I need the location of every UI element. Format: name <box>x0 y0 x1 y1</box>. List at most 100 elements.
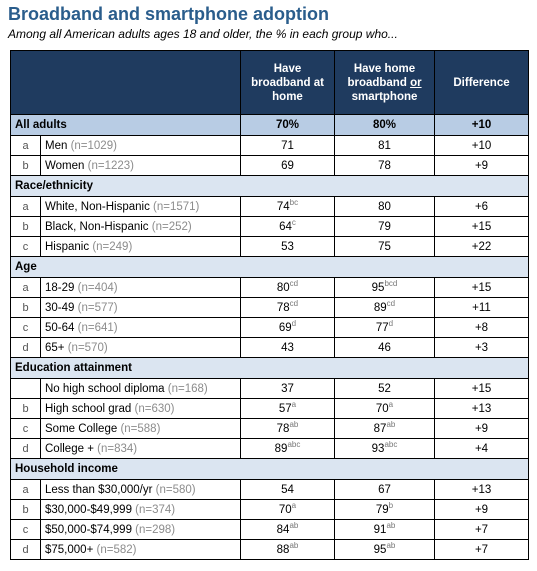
table-row: c $50,000-$74,999 (n=298) 84ab 91ab +7 <box>10 519 529 540</box>
broadband-cell: 80cd <box>240 277 335 298</box>
table-row: b 30-49 (n=577) 78cd 89cd +11 <box>10 297 529 318</box>
row-label-cell: $50,000-$74,999 (n=298) <box>40 519 241 540</box>
row-label-cell: No high school diploma (n=168) <box>40 378 241 399</box>
broadband-value: 69 <box>278 321 292 334</box>
section-header-row: Age <box>10 256 529 278</box>
broadband-cell: 71 <box>240 135 335 156</box>
table-row: No high school diploma (n=168) 37 52 +15 <box>10 378 529 399</box>
row-letter: b <box>10 297 41 318</box>
broadband-or-smartphone-cell: 93abc <box>334 438 435 459</box>
significance-marker: ab <box>289 419 299 429</box>
significance-marker: ab <box>386 419 396 429</box>
significance-marker: ab <box>289 540 299 550</box>
row-letter: a <box>10 277 41 298</box>
row-letter: b <box>10 398 41 419</box>
adoption-table: Have broadband at home Have home broadba… <box>10 50 529 560</box>
broadband-value: 57 <box>278 402 292 415</box>
row-label-cell: Hispanic (n=249) <box>40 236 241 257</box>
table-row: b $30,000-$49,999 (n=374) 70a 79b +9 <box>10 499 529 520</box>
row-sample-size: (n=249) <box>92 240 133 253</box>
row-sample-size: (n=252) <box>151 220 192 233</box>
broadband-or-smartphone-value: 79 <box>375 503 389 516</box>
row-sample-size: (n=374) <box>135 503 176 516</box>
row-label: Men <box>45 139 68 152</box>
difference-value: +6 <box>434 196 529 217</box>
row-letter: b <box>10 155 41 176</box>
difference-value: +7 <box>434 519 529 540</box>
row-label-cell: 50-64 (n=641) <box>40 317 241 338</box>
table-body: All adults 70% 80% +10 a Men (n=1029) 71 81… <box>10 114 529 560</box>
broadband-or-smartphone-cell: 75 <box>334 236 435 257</box>
row-label: College + <box>45 442 94 455</box>
section-header-row: Education attainment <box>10 357 529 379</box>
row-letter: c <box>10 236 41 257</box>
significance-marker: a <box>291 500 297 510</box>
broadband-cell: 69d <box>240 317 335 338</box>
significance-marker: a <box>388 399 394 409</box>
broadband-or-smartphone-cell: 77d <box>334 317 435 338</box>
broadband-or-smartphone-cell: 95bcd <box>334 277 435 298</box>
table-row: a Less than $30,000/yr (n=580) 54 67 +13 <box>10 479 529 500</box>
broadband-cell: 43 <box>240 337 335 358</box>
broadband-or-smartphone-value: 80 <box>378 200 391 213</box>
broadband-or-smartphone-value: 67 <box>378 483 391 496</box>
table-row: c 50-64 (n=641) 69d 77d +8 <box>10 317 529 338</box>
row-label: $30,000-$49,999 <box>45 503 132 516</box>
difference-value: +13 <box>434 479 529 500</box>
row-label-cell: Women (n=1223) <box>40 155 241 176</box>
section-title: Age <box>10 256 529 278</box>
broadband-value: 74 <box>276 200 290 213</box>
row-letter: a <box>10 479 41 500</box>
section-title: Household income <box>10 458 529 480</box>
difference-value: +10 <box>434 135 529 156</box>
row-letter: c <box>10 519 41 540</box>
table-row: a 18-29 (n=404) 80cd 95bcd +15 <box>10 277 529 298</box>
row-sample-size: (n=834) <box>97 442 138 455</box>
row-sample-size: (n=1223) <box>87 159 134 172</box>
page-title: Broadband and smartphone adoption <box>8 4 330 24</box>
difference-value: +13 <box>434 398 529 419</box>
broadband-or-smartphone-cell: 87ab <box>334 418 435 439</box>
row-label: 30-49 <box>45 301 75 314</box>
broadband-or-smartphone-cell: 80 <box>334 196 435 217</box>
broadband-or-smartphone-value: 81 <box>378 139 391 152</box>
row-label-cell: $30,000-$49,999 (n=374) <box>40 499 241 520</box>
all-adults-broadband-or-smartphone: 80% <box>334 114 435 136</box>
row-letter: a <box>10 196 41 217</box>
difference-value: +8 <box>434 317 529 338</box>
broadband-cell: 54 <box>240 479 335 500</box>
broadband-or-smartphone-value: 46 <box>378 341 391 354</box>
row-sample-size: (n=404) <box>77 281 118 294</box>
broadband-or-smartphone-cell: 67 <box>334 479 435 500</box>
all-adults-row: All adults 70% 80% +10 <box>10 114 529 136</box>
row-sample-size: (n=1029) <box>70 139 117 152</box>
broadband-cell: 89abc <box>240 438 335 459</box>
broadband-value: 88 <box>276 543 290 556</box>
row-sample-size: (n=168) <box>167 382 208 395</box>
table-row: b High school grad (n=630) 57a 70a +13 <box>10 398 529 419</box>
broadband-or-smartphone-value: 77 <box>375 321 389 334</box>
significance-marker: d <box>388 318 394 328</box>
broadband-or-smartphone-cell: 95ab <box>334 539 435 560</box>
row-label: Less than $30,000/yr <box>45 483 153 496</box>
row-label-cell: White, Non-Hispanic (n=1571) <box>40 196 241 217</box>
table-row: b Black, Non-Hispanic (n=252) 64c 79 +15 <box>10 216 529 237</box>
broadband-or-smartphone-value: 93 <box>371 442 385 455</box>
broadband-cell: 70a <box>240 499 335 520</box>
row-label-cell: $75,000+ (n=582) <box>40 539 241 560</box>
row-label: White, Non-Hispanic <box>45 200 150 213</box>
row-label-cell: 30-49 (n=577) <box>40 297 241 318</box>
row-label-cell: Black, Non-Hispanic (n=252) <box>40 216 241 237</box>
broadband-cell: 64c <box>240 216 335 237</box>
row-sample-size: (n=641) <box>77 321 118 334</box>
difference-value: +9 <box>434 499 529 520</box>
broadband-value: 78 <box>276 422 290 435</box>
row-sample-size: (n=588) <box>120 422 161 435</box>
table-row: a White, Non-Hispanic (n=1571) 74bc 80 +6 <box>10 196 529 217</box>
broadband-or-smartphone-value: 75 <box>378 240 391 253</box>
row-label: $75,000+ <box>45 543 94 556</box>
row-label: Hispanic <box>45 240 90 253</box>
broadband-cell: 88ab <box>240 539 335 560</box>
row-letter: d <box>10 539 41 560</box>
difference-value: +3 <box>434 337 529 358</box>
